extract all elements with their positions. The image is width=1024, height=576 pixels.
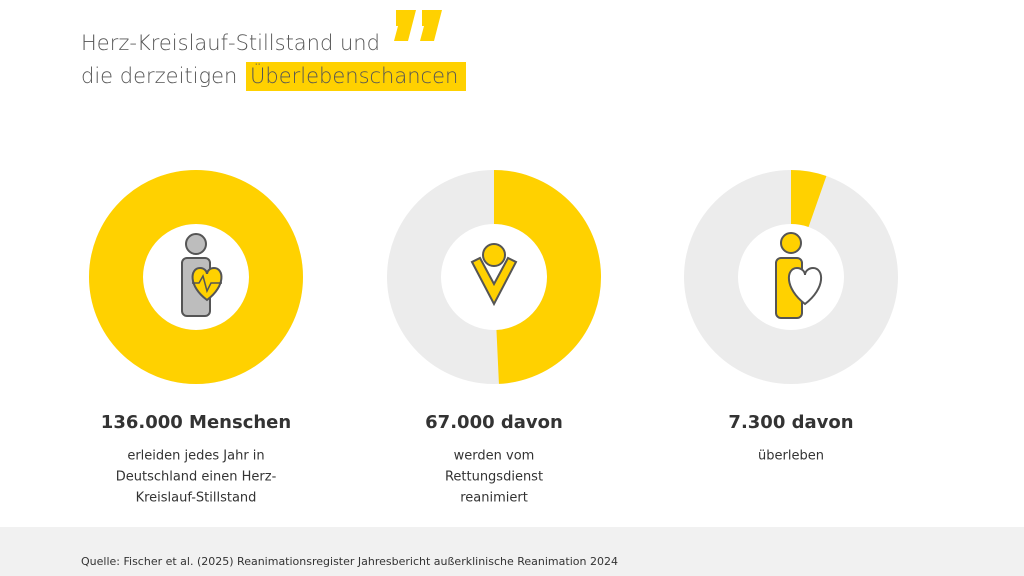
value-label: 7.300 davon [728, 412, 853, 433]
description-line: erleiden jedes Jahr in [127, 449, 264, 464]
description-line: Kreislauf-Stillstand [136, 491, 257, 506]
description-line: Deutschland einen Herz- [116, 470, 277, 485]
icon-person-heart-outline [775, 232, 822, 319]
value-label: 67.000 davon [425, 412, 563, 433]
value-label: 136.000 Menschen [101, 412, 291, 433]
title-line: die derzeitigen [81, 64, 237, 88]
description-line: überleben [758, 449, 824, 464]
title-highlight [246, 62, 466, 91]
footer [0, 527, 1024, 576]
source: Quelle: Fischer et al. (2025) Reanimatio… [81, 555, 618, 568]
title-line: Herz-Kreislauf-Stillstand und [81, 31, 380, 55]
description-line: werden vom [454, 449, 535, 464]
icon-cpr [470, 243, 518, 307]
description-line: reanimiert [460, 491, 528, 506]
donut-arc [789, 170, 827, 228]
icon-person-heart [181, 233, 223, 317]
description-line: Rettungsdienst [445, 470, 543, 485]
quote-mark [394, 10, 442, 41]
donut-arc [89, 170, 303, 384]
title-highlight-text: Überlebenschancen [250, 62, 458, 88]
donut-arc [492, 170, 601, 384]
